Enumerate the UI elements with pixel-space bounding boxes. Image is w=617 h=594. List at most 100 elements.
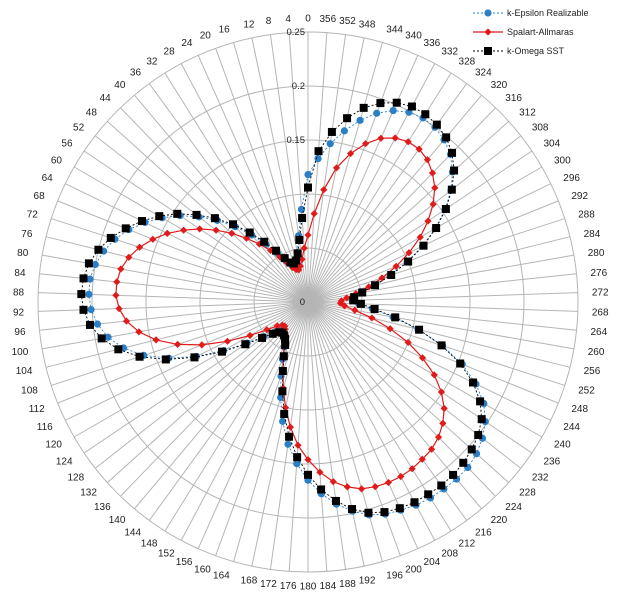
data-point [114, 345, 123, 354]
data-point [255, 240, 264, 248]
data-point [477, 415, 486, 424]
data-point [346, 149, 355, 158]
data-point [117, 265, 125, 273]
angle-tick-label: 168 [241, 575, 258, 586]
grid-spoke [307, 301, 365, 567]
grid-spoke [307, 236, 571, 303]
data-point [304, 183, 312, 192]
angle-tick-label: 40 [114, 80, 126, 91]
data-point [391, 134, 399, 142]
angle-tick-label: 128 [67, 472, 84, 483]
data-point [268, 329, 277, 338]
grid-spoke [307, 301, 328, 572]
grid-spoke [307, 32, 328, 303]
data-point [155, 212, 164, 221]
data-point [228, 229, 236, 237]
data-point [115, 304, 123, 313]
grid-spoke [307, 120, 509, 303]
angle-tick-label: 36 [130, 68, 142, 79]
angle-tick-label: 76 [21, 229, 33, 240]
data-point [84, 259, 93, 268]
angle-tick-label: 316 [505, 93, 522, 104]
data-point [392, 262, 400, 270]
data-point [297, 205, 306, 213]
data-point [198, 341, 206, 349]
angle-tick-label: 16 [219, 24, 231, 35]
grid-spoke [45, 301, 309, 368]
data-point [106, 233, 115, 242]
angle-tick-label: 312 [519, 107, 536, 118]
data-point [340, 127, 348, 135]
data-point [405, 249, 413, 257]
angle-tick-label: 64 [42, 173, 54, 184]
data-point [428, 169, 437, 177]
angle-tick-label: 284 [584, 229, 601, 240]
data-point [192, 210, 201, 219]
data-point [441, 204, 450, 213]
legend-label: k-Epsilon Realizable [507, 8, 589, 18]
data-point [125, 253, 133, 261]
angle-tick-label: 140 [109, 515, 126, 526]
grid-spoke [45, 236, 309, 303]
angle-tick-label: 256 [584, 366, 601, 377]
grid-spoke [57, 200, 309, 303]
angle-tick-label: 4 [285, 14, 291, 25]
angle-tick-label: 164 [213, 571, 230, 582]
data-point [387, 270, 396, 279]
grid-spoke [307, 48, 401, 303]
data-point [326, 140, 334, 148]
polar-grid [37, 31, 579, 573]
grid-spoke [51, 218, 309, 303]
grid-spoke [307, 301, 551, 421]
data-point [370, 304, 379, 313]
data-point [300, 244, 308, 252]
radial-tick-label: 0 [300, 297, 305, 308]
data-point [316, 468, 324, 476]
data-point [173, 209, 182, 218]
data-point [391, 313, 400, 322]
angle-tick-label: 172 [260, 579, 277, 590]
data-point [320, 186, 328, 194]
data-point [416, 233, 424, 241]
data-point [362, 140, 370, 148]
grid-spoke [307, 135, 522, 303]
grid-spoke [73, 301, 309, 438]
data-point [279, 417, 287, 425]
data-point [245, 228, 254, 237]
angle-tick-label: 192 [359, 575, 376, 586]
angle-tick-label: 308 [532, 123, 549, 134]
angle-tick-label: 336 [424, 38, 441, 49]
data-point [327, 127, 336, 136]
data-point [331, 496, 340, 505]
data-point [285, 432, 294, 441]
data-point [286, 258, 295, 267]
data-point [93, 320, 102, 328]
angle-tick-label: 272 [592, 288, 609, 299]
data-point [260, 237, 269, 246]
data-point [273, 322, 281, 330]
data-point [397, 472, 405, 481]
data-point [138, 217, 147, 226]
data-point [408, 465, 416, 473]
angle-tick-label: 52 [73, 123, 85, 134]
data-point [469, 378, 478, 387]
legend-item: k-Omega SST [473, 46, 565, 56]
data-point [371, 483, 379, 491]
angle-tick-label: 204 [424, 557, 441, 568]
grid-spoke [307, 55, 419, 303]
data-point [163, 229, 171, 237]
angle-tick-label: 184 [319, 581, 336, 592]
angle-tick-label: 196 [386, 571, 403, 582]
data-point [289, 263, 297, 272]
grid-spoke [307, 301, 571, 368]
data-point [337, 297, 346, 305]
angle-tick-label: 12 [243, 20, 255, 31]
data-point [152, 336, 160, 344]
data-point [314, 155, 322, 163]
grid-spoke [307, 200, 559, 303]
angle-tick-label: 156 [176, 557, 193, 568]
legend: k-Epsilon Realizable Spalart-Allmaras k-Om… [473, 8, 589, 56]
data-point [377, 134, 385, 142]
data-point [358, 288, 367, 297]
